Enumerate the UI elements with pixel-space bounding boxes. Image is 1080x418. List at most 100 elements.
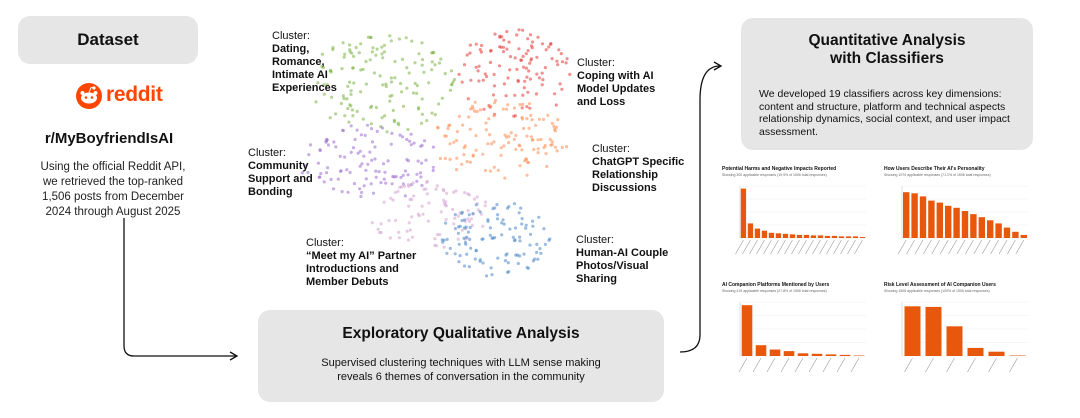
- scatter-point: [389, 39, 393, 43]
- mini-chart-tick-label: [981, 239, 991, 255]
- scatter-point: [379, 181, 383, 185]
- scatter-point: [468, 237, 472, 241]
- scatter-point: [481, 78, 485, 82]
- scatter-point: [495, 203, 499, 207]
- mini-chart-tick-label: [798, 239, 807, 255]
- scatter-point: [336, 177, 340, 181]
- scatter-point: [347, 120, 351, 124]
- scatter-point: [431, 165, 435, 169]
- scatter-point: [349, 92, 353, 96]
- scatter-point: [449, 69, 453, 73]
- scatter-point: [452, 140, 456, 144]
- scatter-point: [555, 59, 559, 63]
- scatter-point: [370, 158, 374, 162]
- scatter-point: [419, 144, 423, 148]
- mini-chart-tick-label: [766, 357, 776, 373]
- scatter-point: [405, 86, 409, 90]
- scatter-point: [401, 135, 405, 139]
- scatter-point: [559, 52, 563, 56]
- scatter-point: [320, 64, 324, 69]
- scatter-point: [552, 124, 556, 128]
- scatter-point: [388, 34, 392, 38]
- scatter-point: [419, 121, 424, 125]
- scatter-point: [527, 126, 531, 130]
- scatter-point: [535, 242, 539, 246]
- scatter-point: [406, 238, 411, 242]
- quantitative-description-line: relationship dynamics, social context, a…: [759, 113, 1010, 125]
- scatter-point: [474, 148, 478, 152]
- mini-chart-tick-label: [931, 239, 941, 255]
- scatter-point: [468, 127, 472, 131]
- scatter-point: [469, 246, 473, 250]
- scatter-point: [399, 175, 403, 179]
- scatter-point: [401, 104, 406, 108]
- scatter-point: [398, 133, 402, 137]
- scatter-point: [550, 140, 554, 144]
- scatter-point: [359, 42, 363, 46]
- scatter-point: [520, 117, 524, 121]
- scatter-point: [424, 187, 428, 191]
- cluster-name-line: Model Updates: [577, 83, 656, 95]
- scatter-point: [379, 230, 383, 235]
- scatter-point: [437, 61, 442, 65]
- mini-chart-bar: [967, 347, 984, 356]
- scatter-point: [409, 143, 413, 147]
- mini-chart-bar: [797, 353, 809, 356]
- scatter-point: [384, 82, 388, 86]
- scatter-point: [389, 76, 393, 80]
- scatter-point: [501, 50, 506, 54]
- scatter-point: [488, 233, 492, 237]
- scatter-point: [349, 89, 353, 93]
- scatter-point: [525, 173, 529, 177]
- scatter-point: [382, 43, 386, 47]
- scatter-point: [478, 210, 482, 214]
- mini-chart-bar: [1020, 234, 1027, 238]
- mini-chart-bar: [769, 349, 781, 356]
- scatter-point: [405, 66, 409, 70]
- scatter-point: [448, 123, 452, 127]
- scatter-point: [363, 133, 367, 137]
- scatter-point: [507, 270, 511, 274]
- scatter-point: [524, 66, 528, 70]
- scatter-point: [384, 84, 388, 89]
- scatter-point: [440, 96, 444, 100]
- mini-chart-tick-label: [742, 239, 751, 255]
- scatter-point: [427, 201, 431, 205]
- scatter-point: [526, 90, 530, 94]
- scatter-point: [496, 213, 500, 217]
- scatter-point: [478, 48, 482, 52]
- scatter-point: [444, 221, 448, 225]
- scatter-point: [530, 118, 534, 122]
- scatter-point: [425, 192, 429, 196]
- scatter-point: [504, 94, 508, 98]
- scatter-point: [486, 219, 490, 223]
- scatter-point: [382, 177, 386, 181]
- scatter-point: [549, 42, 553, 46]
- scatter-point: [454, 168, 459, 172]
- mini-chart-title: How Users Describe Their AI's Personalit…: [884, 166, 985, 172]
- mini-chart-tick-label: [756, 239, 765, 255]
- scatter-point: [507, 141, 511, 145]
- mini-chart-subtitle: Showing 1506 applicable responses (100% …: [884, 289, 990, 293]
- scatter-point: [528, 106, 532, 110]
- scatter-point: [444, 217, 448, 222]
- scatter-point: [437, 102, 441, 106]
- scatter-point: [553, 145, 557, 149]
- mini-chart-tick-label: [914, 239, 924, 255]
- cluster-label-prefix: Cluster:: [306, 237, 344, 249]
- scatter-point: [550, 57, 554, 61]
- mini-chart-bar: [824, 235, 831, 238]
- scatter-point: [354, 45, 358, 50]
- scatter-point: [439, 57, 443, 61]
- scatter-point: [372, 71, 376, 75]
- scatter-point: [416, 159, 420, 163]
- scatter-point: [516, 261, 520, 266]
- scatter-point: [392, 120, 396, 124]
- scatter-point: [430, 111, 434, 115]
- mini-chart-tick-label: [939, 239, 949, 255]
- scatter-point: [484, 200, 488, 204]
- scatter-point: [364, 168, 368, 172]
- scatter-point: [520, 106, 524, 110]
- scatter-point: [340, 190, 344, 194]
- scatter-point: [524, 226, 528, 230]
